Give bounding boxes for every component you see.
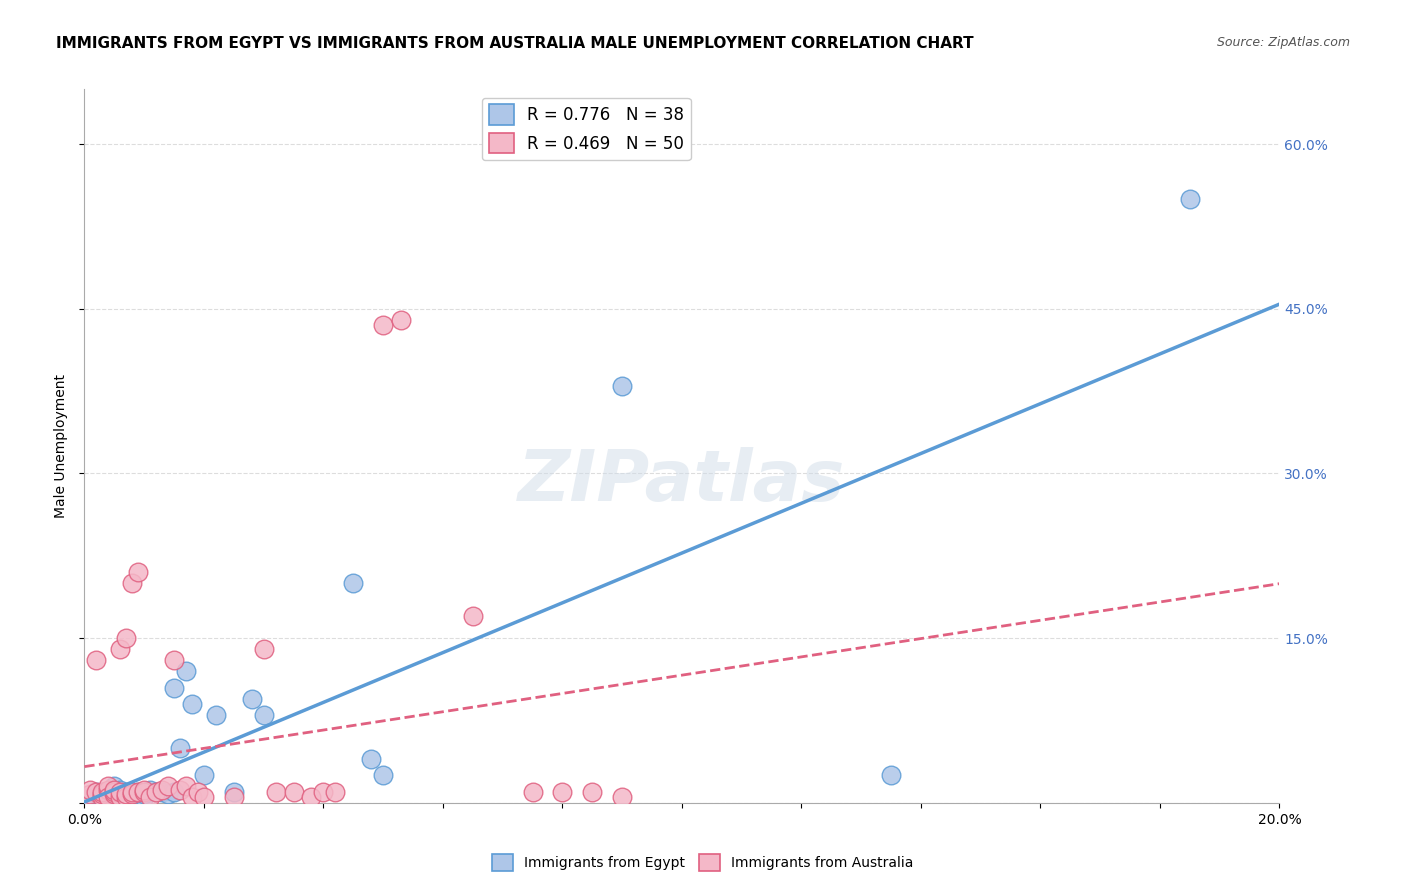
Point	[139, 782, 162, 797]
Point	[132, 785, 156, 799]
Point	[371, 318, 394, 333]
Text: IMMIGRANTS FROM EGYPT VS IMMIGRANTS FROM AUSTRALIA MALE UNEMPLOYMENT CORRELATION: IMMIGRANTS FROM EGYPT VS IMMIGRANTS FROM…	[56, 36, 974, 51]
Point	[115, 787, 138, 801]
Point	[91, 785, 114, 799]
Point	[127, 566, 149, 580]
Point	[139, 790, 162, 805]
Point	[222, 785, 245, 799]
Point	[121, 785, 143, 799]
Point	[610, 378, 633, 392]
Y-axis label: Male Unemployment: Male Unemployment	[53, 374, 67, 518]
Point	[110, 785, 132, 799]
Point	[121, 576, 143, 591]
Point	[110, 642, 132, 657]
Point	[91, 785, 114, 799]
Point	[371, 768, 394, 782]
Point	[312, 785, 335, 799]
Point	[103, 787, 125, 801]
Point	[103, 785, 125, 799]
Point	[91, 786, 114, 800]
Point	[551, 785, 574, 799]
Point	[169, 782, 191, 797]
Point	[157, 787, 180, 801]
Point	[157, 780, 180, 794]
Point	[187, 785, 209, 799]
Text: Source: ZipAtlas.com: Source: ZipAtlas.com	[1216, 36, 1350, 49]
Point	[205, 708, 228, 723]
Point	[522, 785, 544, 799]
Point	[180, 697, 204, 711]
Point	[115, 631, 138, 645]
Text: ZIPatlas: ZIPatlas	[519, 447, 845, 516]
Point	[115, 785, 138, 799]
Point	[97, 790, 120, 805]
Point	[169, 740, 191, 755]
Point	[145, 785, 167, 799]
Point	[121, 787, 143, 801]
Point	[91, 790, 114, 805]
Point	[110, 782, 132, 797]
Point	[150, 785, 173, 799]
Point	[150, 782, 173, 797]
Point	[132, 787, 156, 801]
Point	[132, 790, 156, 805]
Point	[253, 708, 276, 723]
Point	[103, 780, 125, 794]
Legend: R = 0.776   N = 38, R = 0.469   N = 50: R = 0.776 N = 38, R = 0.469 N = 50	[482, 97, 690, 160]
Point	[145, 785, 167, 799]
Point	[323, 785, 347, 799]
Point	[283, 785, 305, 799]
Point	[110, 790, 132, 805]
Point	[174, 664, 197, 678]
Point	[110, 785, 132, 799]
Point	[222, 790, 245, 805]
Point	[301, 790, 323, 805]
Point	[97, 787, 120, 801]
Point	[79, 787, 101, 801]
Point	[880, 768, 903, 782]
Legend: Immigrants from Egypt, Immigrants from Australia: Immigrants from Egypt, Immigrants from A…	[486, 848, 920, 876]
Point	[132, 782, 156, 797]
Point	[127, 785, 149, 799]
Point	[240, 691, 263, 706]
Point	[163, 681, 186, 695]
Point	[86, 653, 108, 667]
Point	[127, 785, 149, 799]
Point	[360, 752, 382, 766]
Point	[86, 787, 108, 801]
Point	[180, 790, 204, 805]
Point	[115, 790, 138, 805]
Point	[97, 782, 120, 797]
Point	[1178, 192, 1201, 206]
Point	[97, 780, 120, 794]
Point	[163, 785, 186, 799]
Point	[193, 768, 215, 782]
Point	[461, 609, 484, 624]
Point	[86, 785, 108, 799]
Point	[86, 785, 108, 799]
Point	[97, 789, 120, 804]
Point	[91, 790, 114, 805]
Point	[163, 653, 186, 667]
Point	[174, 780, 197, 794]
Point	[342, 576, 364, 591]
Point	[103, 782, 125, 797]
Point	[253, 642, 276, 657]
Point	[193, 790, 215, 805]
Point	[115, 790, 138, 805]
Point	[79, 790, 101, 805]
Point	[103, 785, 125, 799]
Point	[389, 312, 412, 326]
Point	[91, 787, 114, 801]
Point	[121, 787, 143, 801]
Point	[79, 782, 101, 797]
Point	[581, 785, 603, 799]
Point	[610, 790, 633, 805]
Point	[264, 785, 287, 799]
